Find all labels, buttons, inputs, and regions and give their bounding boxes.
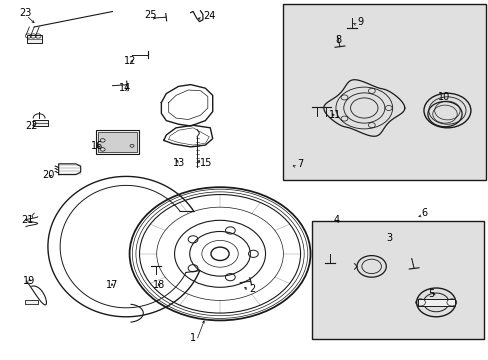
Text: 7: 7	[297, 159, 303, 169]
Text: 6: 6	[421, 208, 427, 218]
Bar	[25, 300, 38, 304]
Text: 5: 5	[427, 289, 434, 300]
Text: 4: 4	[333, 215, 339, 225]
Bar	[33, 120, 48, 126]
Text: 25: 25	[144, 10, 157, 20]
Text: 21: 21	[21, 215, 33, 225]
Bar	[311, 221, 483, 339]
Text: 13: 13	[172, 158, 184, 168]
Text: 17: 17	[105, 280, 118, 290]
Bar	[282, 4, 485, 180]
Text: 11: 11	[328, 110, 340, 120]
Bar	[417, 299, 454, 306]
Text: 20: 20	[42, 170, 54, 180]
Text: 1: 1	[189, 333, 196, 343]
Text: 2: 2	[249, 284, 255, 294]
Text: 8: 8	[334, 35, 341, 45]
Text: 15: 15	[199, 158, 211, 168]
Text: 3: 3	[386, 233, 392, 243]
Text: 23: 23	[20, 8, 32, 18]
Text: 18: 18	[153, 280, 165, 290]
Text: 12: 12	[123, 56, 136, 66]
Text: 9: 9	[356, 17, 363, 27]
Text: 24: 24	[203, 11, 215, 21]
Text: 16: 16	[90, 141, 102, 151]
Bar	[27, 35, 41, 43]
Text: 14: 14	[119, 83, 131, 93]
Bar	[96, 130, 139, 154]
Bar	[98, 132, 137, 152]
Text: 19: 19	[23, 276, 35, 286]
Text: 22: 22	[25, 121, 38, 131]
Text: 10: 10	[437, 92, 449, 102]
